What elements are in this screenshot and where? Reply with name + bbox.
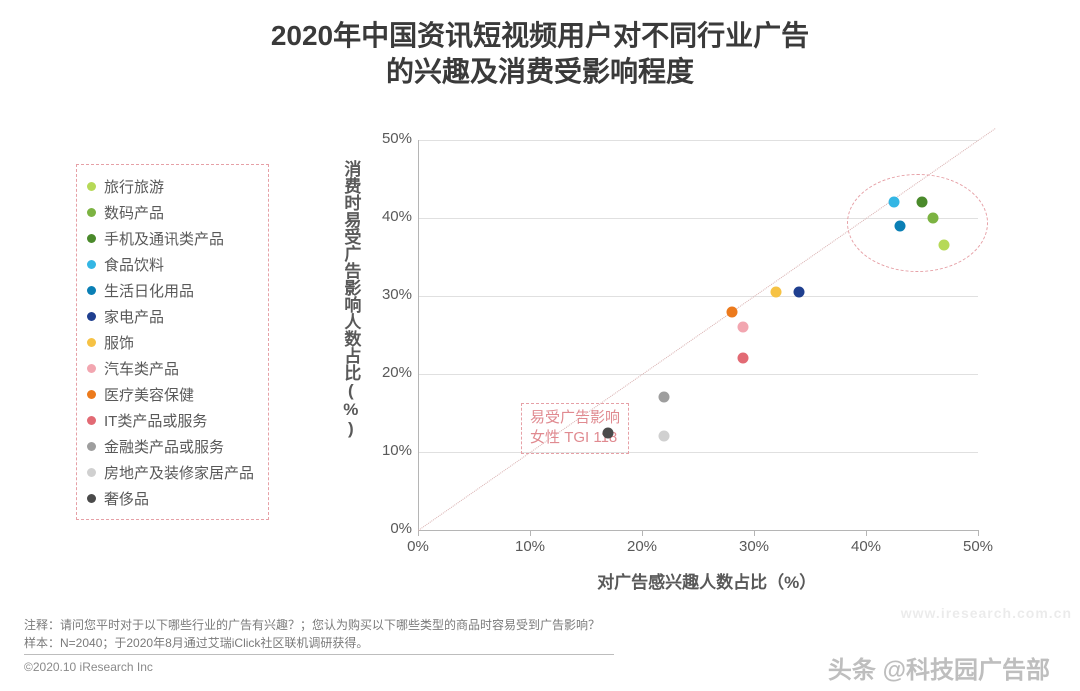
legend-label: 家电产品 [104, 306, 164, 327]
y-axis-title: 消费时易受广告影响人数占比(%) [340, 160, 360, 443]
data-point [771, 287, 782, 298]
y-tick-label: 0% [368, 520, 412, 537]
legend-dot-icon [87, 286, 96, 295]
legend-label: 汽车类产品 [104, 358, 179, 379]
chart-title: 2020年中国资讯短视频用户对不同行业广告 的兴趣及消费受影响程度 [0, 18, 1080, 91]
highlight-circle [847, 174, 988, 273]
legend-item: 家电产品 [87, 303, 254, 329]
legend-dot-icon [87, 182, 96, 191]
y-tick-label: 40% [368, 208, 412, 225]
data-point [939, 240, 950, 251]
data-point [793, 287, 804, 298]
legend-item: 旅行旅游 [87, 173, 254, 199]
data-point [659, 431, 670, 442]
data-point [726, 306, 737, 317]
legend-label: 食品饮料 [104, 254, 164, 275]
legend-item: 奢侈品 [87, 485, 254, 511]
legend-label: 金融类产品或服务 [104, 436, 224, 457]
x-tick-mark [978, 530, 979, 536]
footnote-line-2: 样本：N=2040；于2020年8月通过艾瑞iClick社区联机调研获得。 [24, 634, 368, 652]
legend-label: 手机及通讯类产品 [104, 228, 224, 249]
legend-dot-icon [87, 416, 96, 425]
x-tick-label: 50% [958, 538, 998, 555]
scatter-chart: 0%10%20%30%40%50%易受广告影响 女性 TGI 118 0%10%… [418, 140, 978, 530]
footnote-divider [24, 654, 614, 655]
y-tick-label: 50% [368, 130, 412, 147]
y-tick-label: 20% [368, 364, 412, 381]
legend-dot-icon [87, 390, 96, 399]
y-axis [418, 140, 419, 530]
x-axis-title: 对广告感兴趣人数占比（%） [597, 568, 816, 593]
legend-item: 手机及通讯类产品 [87, 225, 254, 251]
legend-item: 汽车类产品 [87, 355, 254, 381]
data-point [737, 322, 748, 333]
gridline-horizontal [418, 140, 978, 141]
x-axis [418, 530, 978, 531]
legend-label: 旅行旅游 [104, 176, 164, 197]
legend-dot-icon [87, 338, 96, 347]
legend-dot-icon [87, 442, 96, 451]
legend-item: 数码产品 [87, 199, 254, 225]
data-point [889, 197, 900, 208]
legend-dot-icon [87, 312, 96, 321]
legend-item: 生活日化用品 [87, 277, 254, 303]
data-point [603, 427, 614, 438]
legend-dot-icon [87, 468, 96, 477]
legend-item: 金融类产品或服务 [87, 433, 254, 459]
x-tick-label: 30% [734, 538, 774, 555]
gridline-horizontal [418, 452, 978, 453]
legend-item: 房地产及装修家居产品 [87, 459, 254, 485]
x-tick-label: 0% [398, 538, 438, 555]
data-point [928, 213, 939, 224]
watermark-main: 头条 @科技园广告部 [828, 650, 1050, 685]
legend-label: 奢侈品 [104, 488, 149, 509]
data-point [659, 392, 670, 403]
legend-dot-icon [87, 364, 96, 373]
legend-item: IT类产品或服务 [87, 407, 254, 433]
x-tick-label: 40% [846, 538, 886, 555]
legend-label: 房地产及装修家居产品 [104, 462, 254, 483]
x-tick-label: 10% [510, 538, 550, 555]
watermark-side: www.iresearch.com.cn [901, 605, 1072, 621]
legend-label: 生活日化用品 [104, 280, 194, 301]
legend-dot-icon [87, 208, 96, 217]
legend-item: 医疗美容保健 [87, 381, 254, 407]
legend-box: 旅行旅游数码产品手机及通讯类产品食品饮料生活日化用品家电产品服饰汽车类产品医疗美… [76, 164, 269, 520]
y-tick-label: 10% [368, 442, 412, 459]
gridline-horizontal [418, 374, 978, 375]
data-point [737, 353, 748, 364]
data-point [917, 197, 928, 208]
x-tick-label: 20% [622, 538, 662, 555]
footnote-line-1: 注释：请问您平时对于以下哪些行业的广告有兴趣？；您认为购买以下哪些类型的商品时容… [24, 616, 600, 634]
legend-label: IT类产品或服务 [104, 410, 207, 431]
legend-dot-icon [87, 234, 96, 243]
gridline-horizontal [418, 296, 978, 297]
data-point [894, 220, 905, 231]
legend-item: 食品饮料 [87, 251, 254, 277]
legend-item: 服饰 [87, 329, 254, 355]
legend-dot-icon [87, 260, 96, 269]
legend-dot-icon [87, 494, 96, 503]
y-tick-label: 30% [368, 286, 412, 303]
plot-area: 0%10%20%30%40%50%易受广告影响 女性 TGI 118 [418, 140, 978, 530]
legend-label: 服饰 [104, 332, 134, 353]
legend-label: 医疗美容保健 [104, 384, 194, 405]
copyright-text: ©2020.10 iResearch Inc [24, 660, 153, 674]
legend-label: 数码产品 [104, 202, 164, 223]
